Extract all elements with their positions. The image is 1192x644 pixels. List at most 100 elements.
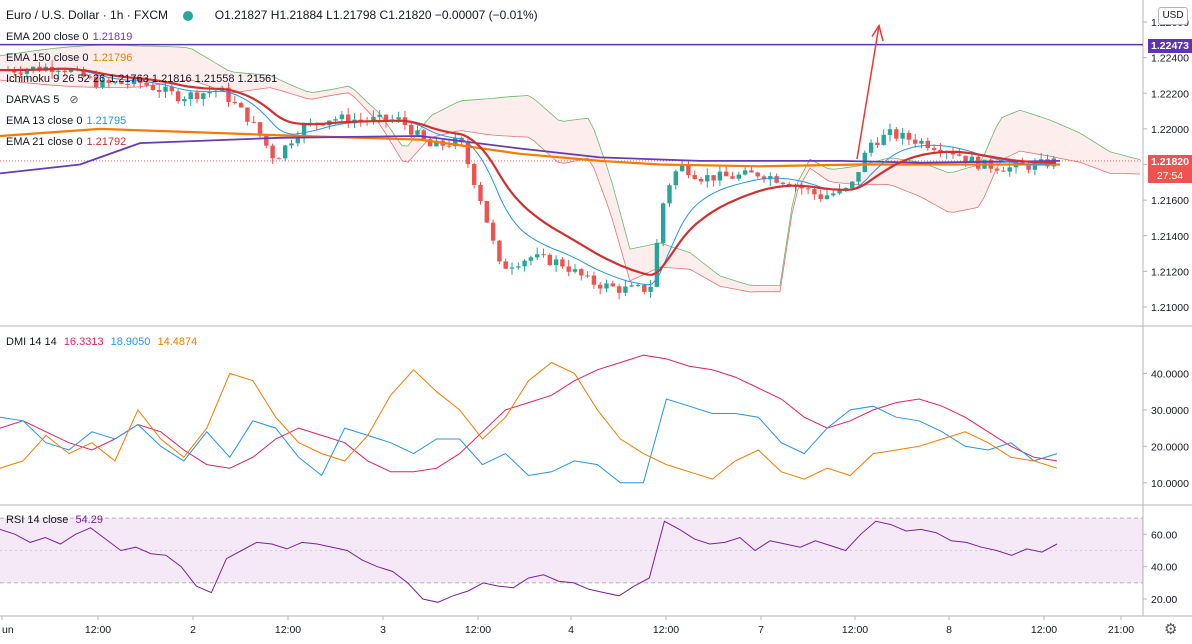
price-tick-label: 1.22000 xyxy=(1151,124,1189,136)
candle-body xyxy=(805,188,811,190)
candle-body xyxy=(232,101,237,103)
candle-body xyxy=(182,99,187,102)
candle-body xyxy=(698,178,704,182)
legend-item[interactable]: EMA 21 close 0 1.21792 xyxy=(6,135,130,149)
candle-body xyxy=(358,119,363,121)
candle-body xyxy=(711,175,716,181)
hidden-eye-icon[interactable]: ⊘ xyxy=(69,94,79,106)
chart-header: Euro / U.S. Dollar · 1h · FXCM O1.21827 … xyxy=(6,8,542,22)
dmi-tick-label: 20.0000 xyxy=(1151,441,1189,453)
currency-button[interactable]: USD xyxy=(1158,7,1188,25)
time-tick-label: 12:00 xyxy=(275,624,301,636)
visibility-dot-icon[interactable] xyxy=(183,10,194,21)
legend-item[interactable]: EMA 150 close 0 1.21796 xyxy=(6,51,136,65)
candle-body xyxy=(276,158,282,160)
candle-body xyxy=(472,164,477,185)
candle-body xyxy=(881,134,886,145)
dmi-label: DMI 14 14 xyxy=(6,336,57,348)
ema150-line xyxy=(0,127,1060,168)
candle-body xyxy=(913,139,918,144)
candle-body xyxy=(245,107,250,122)
candle-body xyxy=(994,168,1000,171)
dmi-legend: DMI 14 14 16.3313 18.9050 14.4874 xyxy=(6,335,201,349)
price-tick-label: 1.21400 xyxy=(1151,231,1189,243)
candle-body xyxy=(566,266,571,272)
candle-body xyxy=(969,156,975,162)
time-tick-label: 4 xyxy=(568,624,574,636)
time-tick-label: 12:00 xyxy=(653,624,679,636)
dmi-plus-line xyxy=(0,354,1058,473)
ichimoku-span-b xyxy=(0,79,1141,293)
candle-body xyxy=(1032,162,1038,170)
legend-item-label: EMA 200 close 0 xyxy=(6,31,89,43)
ichimoku-span-a xyxy=(0,44,1141,287)
candle-body xyxy=(598,284,603,289)
price-tick-label: 1.22400 xyxy=(1151,53,1189,65)
candle-body xyxy=(761,176,767,180)
legend-item[interactable]: EMA 13 close 0 1.21795 xyxy=(6,114,130,128)
settings-gear-icon[interactable]: ⚙ xyxy=(1164,621,1178,638)
candle-body xyxy=(415,130,420,135)
candle-body xyxy=(818,194,823,200)
candle-body xyxy=(623,286,628,293)
candle-body xyxy=(207,92,212,94)
candle-body xyxy=(251,121,256,123)
candle-body xyxy=(541,254,546,256)
ema13-line xyxy=(0,67,1057,286)
ema200-line xyxy=(0,135,1061,175)
ichimoku-cloud xyxy=(0,45,1140,293)
candle-body xyxy=(144,82,149,86)
candle-body xyxy=(553,259,559,266)
candle-body xyxy=(163,86,168,92)
candle-body xyxy=(56,70,61,72)
legend-item[interactable]: EMA 200 close 0 1.21819 xyxy=(6,30,136,44)
candle-body xyxy=(717,171,723,181)
candle-body xyxy=(465,142,471,165)
price-tick-label: 1.21000 xyxy=(1151,302,1189,314)
legend-item-value: 1.21819 xyxy=(92,31,133,43)
candle-body xyxy=(289,143,294,146)
candle-body xyxy=(673,171,678,186)
time-tick-label: 3 xyxy=(380,624,386,636)
candle-body xyxy=(799,185,804,189)
candle-body xyxy=(12,70,17,73)
legend-item-value: 1.21763 1.21816 1.21558 1.21561 xyxy=(109,73,278,85)
candle-body xyxy=(446,145,452,147)
candle-body xyxy=(31,66,36,70)
candle-body xyxy=(264,135,269,146)
time-tick-label: 7 xyxy=(758,624,764,636)
candle-body xyxy=(484,201,489,223)
annotation-arrow xyxy=(856,25,880,160)
legend-item[interactable]: DARVAS 5 ⊘ xyxy=(6,93,83,107)
candle-body xyxy=(295,136,300,144)
candle-body xyxy=(100,80,105,88)
candle-body xyxy=(81,69,86,77)
legend-item-value: 1.21795 xyxy=(86,115,127,127)
ema21-line xyxy=(0,67,1057,276)
candle-body xyxy=(560,259,565,267)
last-price-tag: 1.21820 xyxy=(1148,155,1192,169)
candle-body xyxy=(686,164,691,176)
legend-item[interactable]: Ichimoku 9 26 52 26 1.21763 1.21816 1.215… xyxy=(6,72,281,86)
legend-item-value: 1.21796 xyxy=(92,52,133,64)
time-tick-label: 8 xyxy=(946,624,952,636)
candle-body xyxy=(755,172,760,177)
candle-body xyxy=(490,222,496,241)
adx-line xyxy=(0,361,1058,480)
candle-body xyxy=(333,119,338,121)
level-price-tag: 1.22473 xyxy=(1148,39,1192,53)
candle-body xyxy=(963,155,968,162)
candle-body xyxy=(862,152,867,173)
countdown-tag: 27:54 xyxy=(1148,169,1192,183)
candle-body xyxy=(648,286,653,292)
candle-body xyxy=(371,116,376,121)
rsi-line xyxy=(0,520,1058,603)
adx-value: 14.4874 xyxy=(157,336,198,348)
candle-body xyxy=(409,124,414,135)
candle-body xyxy=(604,283,609,289)
candle-body xyxy=(667,185,672,204)
candle-body xyxy=(453,137,458,147)
candle-body xyxy=(629,285,634,287)
candle-body xyxy=(283,145,288,159)
